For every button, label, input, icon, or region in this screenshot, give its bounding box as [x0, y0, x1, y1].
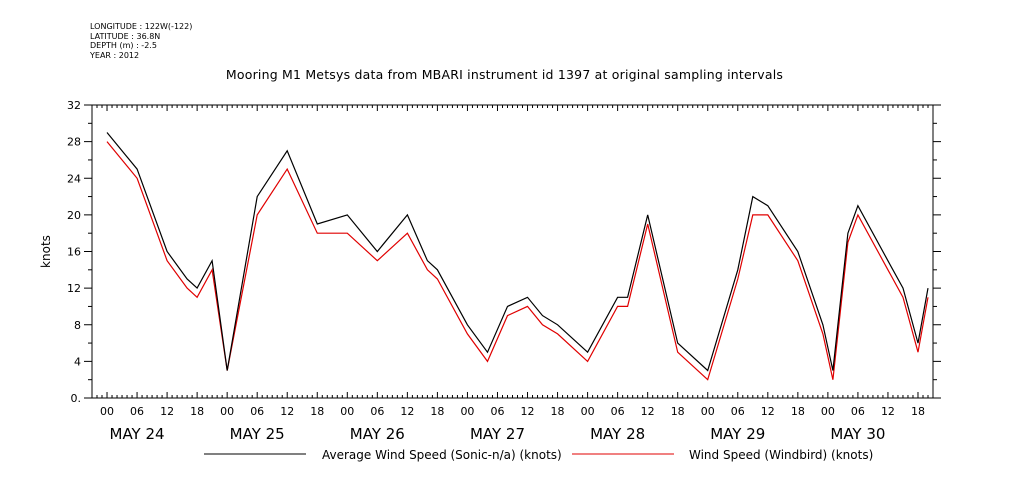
x-tick-label: 18: [791, 405, 805, 418]
y-tick-label: 16: [67, 246, 81, 259]
series-line-windbird: [106, 141, 929, 381]
x-tick-label: 06: [731, 405, 745, 418]
x-tick-label: 06: [611, 405, 625, 418]
y-tick-label: 28: [67, 136, 81, 149]
longitude-text: LONGITUDE : 122W(-122): [90, 22, 193, 31]
chart-title: Mooring M1 Metsys data from MBARI instru…: [225, 67, 784, 82]
depth-text: DEPTH (m) : -2.5: [90, 41, 157, 50]
year-text: YEAR : 2012: [90, 50, 140, 60]
day-label: MAY 27: [470, 425, 525, 443]
x-tick-label: 12: [761, 405, 775, 418]
x-tick-label: 18: [430, 405, 444, 418]
x-tick-label: 12: [521, 405, 535, 418]
plot-frame: [91, 104, 934, 399]
x-tick-label: 06: [370, 405, 384, 418]
legend-label-average: Average Wind Speed (Sonic-n/a) (knots): [322, 448, 562, 462]
y-tick-label: 24: [67, 172, 81, 185]
series-line-average-wind-speed: [106, 132, 929, 372]
x-tick-label: 18: [911, 405, 925, 418]
x-tick-label: 12: [400, 405, 414, 418]
metadata-block: LONGITUDE : 122W(-122) LATITUDE : 36.8N …: [90, 22, 192, 60]
x-tick-label: 18: [190, 405, 204, 418]
x-tick-label: 06: [250, 405, 264, 418]
x-tick-label: 00: [460, 405, 474, 418]
y-tick-label: 0.: [71, 392, 82, 405]
x-tick-label: 06: [130, 405, 144, 418]
legend-label-windbird: Wind Speed (Windbird) (knots): [689, 448, 873, 462]
x-tick-label: 12: [280, 405, 294, 418]
day-label: MAY 30: [830, 425, 885, 443]
x-tick-label: 00: [821, 405, 835, 418]
y-tick-label: 32: [67, 99, 81, 112]
x-tick-label: 00: [220, 405, 234, 418]
day-label: MAY 25: [230, 425, 285, 443]
y-tick-label: 8: [74, 319, 81, 332]
x-tick-label: 18: [310, 405, 324, 418]
x-tick-label: 18: [671, 405, 685, 418]
y-tick-label: 4: [74, 355, 81, 368]
y-axis-label: knots: [39, 235, 53, 268]
day-label: MAY 26: [350, 425, 405, 443]
latitude-text: LATITUDE : 36.8N: [90, 31, 161, 41]
y-tick-label: 12: [67, 282, 81, 295]
x-tick-label: 00: [100, 405, 114, 418]
day-label: MAY 24: [110, 425, 165, 443]
x-tick-label: 00: [340, 405, 354, 418]
x-tick-label: 12: [641, 405, 655, 418]
x-tick-label: 12: [881, 405, 895, 418]
y-tick-label: 20: [67, 209, 81, 222]
day-label: MAY 28: [590, 425, 645, 443]
x-tick-label: 18: [551, 405, 565, 418]
x-tick-label: 12: [160, 405, 174, 418]
day-label: MAY 29: [710, 425, 765, 443]
x-tick-label: 06: [490, 405, 504, 418]
x-tick-label: 06: [851, 405, 865, 418]
x-tick-label: 00: [701, 405, 715, 418]
x-tick-label: 00: [581, 405, 595, 418]
